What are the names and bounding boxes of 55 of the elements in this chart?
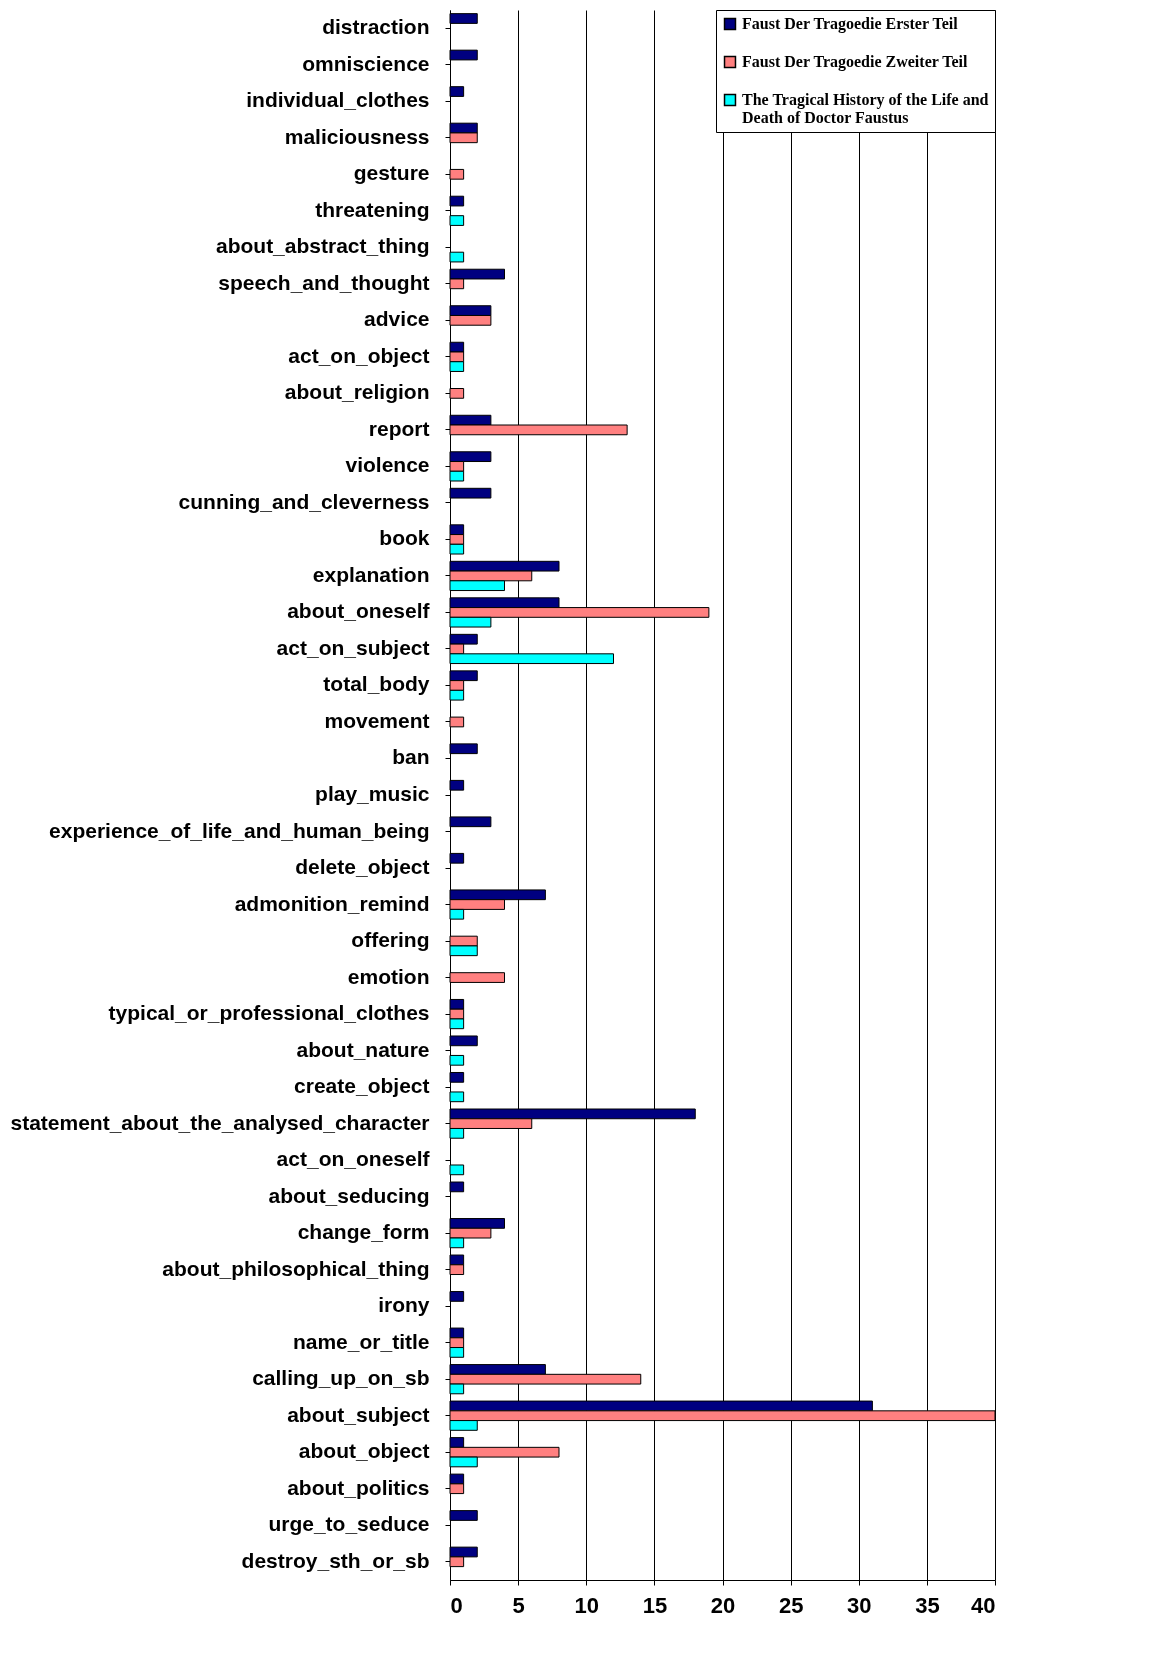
y-tick-label: maliciousness [284, 124, 430, 148]
x-tick-label: 15 [642, 1592, 668, 1618]
y-tick-label: total_body [323, 672, 430, 696]
y-tick-label: cunning_and_cleverness [178, 489, 430, 513]
y-tick-label: about_subject [287, 1402, 430, 1426]
y-tick-label: about_politics [287, 1475, 430, 1499]
legend-label: The Tragical History of the Life and Death of Doctor Faustus [742, 91, 989, 126]
y-tick-label: act_on_object [288, 343, 430, 367]
y-tick-label: report [368, 416, 430, 440]
y-tick-label: act_on_oneself [276, 1147, 431, 1171]
y-tick-label: create_object [294, 1074, 430, 1098]
y-tick-label: urge_to_seduce [268, 1512, 430, 1536]
legend-label: Faust Der Tragoedie Zweiter Teil [742, 53, 969, 71]
y-tick-label: gesture [353, 161, 430, 185]
y-tick-label: admonition_remind [234, 891, 430, 915]
y-tick-label: about_philosophical_thing [162, 1256, 430, 1280]
y-tick-label: irony [378, 1293, 430, 1317]
x-tick-label: 40 [971, 1592, 996, 1618]
y-tick-label: destroy_sth_or_sb [241, 1548, 430, 1572]
y-tick-label: speech_and_thought [218, 270, 430, 294]
x-tick-label: 30 [847, 1592, 872, 1618]
x-tick-label: 25 [778, 1592, 804, 1618]
y-tick-label: individual_clothes [246, 88, 430, 112]
y-tick-label: violence [345, 453, 430, 477]
y-tick-label: name_or_title [292, 1329, 430, 1353]
y-tick-label: ban [392, 745, 430, 769]
x-tick-label: 0 [450, 1592, 463, 1618]
y-tick-label: about_object [298, 1439, 430, 1463]
y-tick-label: delete_object [295, 855, 430, 879]
legend-label: Faust Der Tragoedie Erster Teil [742, 15, 959, 33]
y-tick-label: emotion [347, 964, 430, 988]
y-tick-label: distraction [322, 15, 430, 39]
y-tick-label: act_on_subject [276, 635, 430, 659]
y-tick-label: advice [364, 307, 430, 331]
y-tick-label: about_nature [296, 1037, 430, 1061]
y-tick-label: threatening [315, 197, 430, 221]
y-tick-label: about_religion [284, 380, 430, 404]
x-tick-label: 10 [574, 1592, 599, 1618]
y-tick-label: calling_up_on_sb [252, 1366, 430, 1390]
y-tick-label: about_seducing [268, 1183, 430, 1207]
y-tick-label: about_abstract_thing [215, 234, 430, 258]
x-tick-label: 5 [512, 1592, 525, 1618]
x-tick-label: 20 [710, 1592, 736, 1618]
x-tick-label: 35 [915, 1592, 940, 1618]
y-tick-label: statement_about_the_analysed_character [10, 1110, 430, 1134]
y-tick-label: about_oneself [287, 599, 431, 623]
y-tick-label: typical_or_professional_clothes [108, 1001, 430, 1025]
y-tick-label: explanation [312, 562, 430, 586]
y-tick-label: movement [324, 708, 430, 732]
y-tick-label: change_form [297, 1220, 430, 1244]
y-tick-label: offering [351, 928, 430, 952]
y-tick-label: play_music [315, 782, 430, 805]
y-tick-label: omniscience [302, 51, 430, 75]
y-tick-label: book [379, 526, 430, 550]
y-tick-label: experience_of_life_and_human_being [49, 818, 430, 842]
